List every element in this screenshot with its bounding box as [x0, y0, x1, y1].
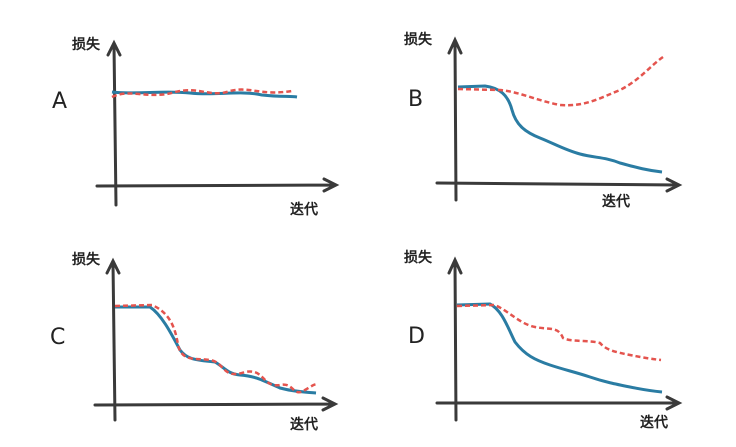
- y-axis: [447, 36, 463, 202]
- y-axis: [106, 39, 122, 207]
- panel-d: 损失 迭代 D: [404, 249, 683, 431]
- y-axis-label: 损失: [72, 36, 101, 53]
- x-axis: [93, 396, 339, 412]
- panel-label: A: [52, 89, 67, 114]
- x-axis-label: 迭代: [290, 201, 318, 218]
- train-curve: [456, 302, 663, 394]
- y-axis: [105, 257, 121, 422]
- panel-b: 损失 迭代 B: [404, 31, 683, 210]
- val-curve: [111, 88, 293, 99]
- val-curve: [457, 55, 664, 107]
- x-axis: [435, 177, 683, 193]
- x-axis-label: 迭代: [640, 414, 668, 431]
- train-curve: [115, 305, 317, 395]
- y-axis: [447, 256, 463, 422]
- val-curve: [114, 303, 319, 394]
- y-axis-label: 损失: [404, 249, 433, 266]
- x-axis: [95, 177, 340, 193]
- panel-label: B: [408, 87, 423, 112]
- panel-label: D: [408, 324, 425, 349]
- panel-label: C: [50, 325, 65, 350]
- train-curve: [457, 84, 663, 174]
- panel-c: 损失 迭代 C: [50, 251, 339, 433]
- y-axis-label: 损失: [404, 31, 433, 48]
- x-axis-label: 迭代: [602, 193, 630, 210]
- x-axis-label: 迭代: [290, 416, 318, 433]
- x-axis: [435, 395, 683, 411]
- y-axis-label: 损失: [72, 251, 101, 268]
- val-curve: [456, 303, 662, 362]
- panel-a: 损失 迭代 A: [52, 36, 340, 218]
